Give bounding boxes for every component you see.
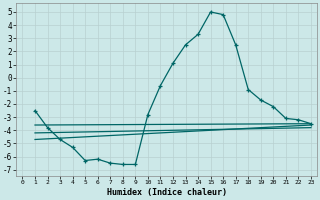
X-axis label: Humidex (Indice chaleur): Humidex (Indice chaleur) — [107, 188, 227, 197]
